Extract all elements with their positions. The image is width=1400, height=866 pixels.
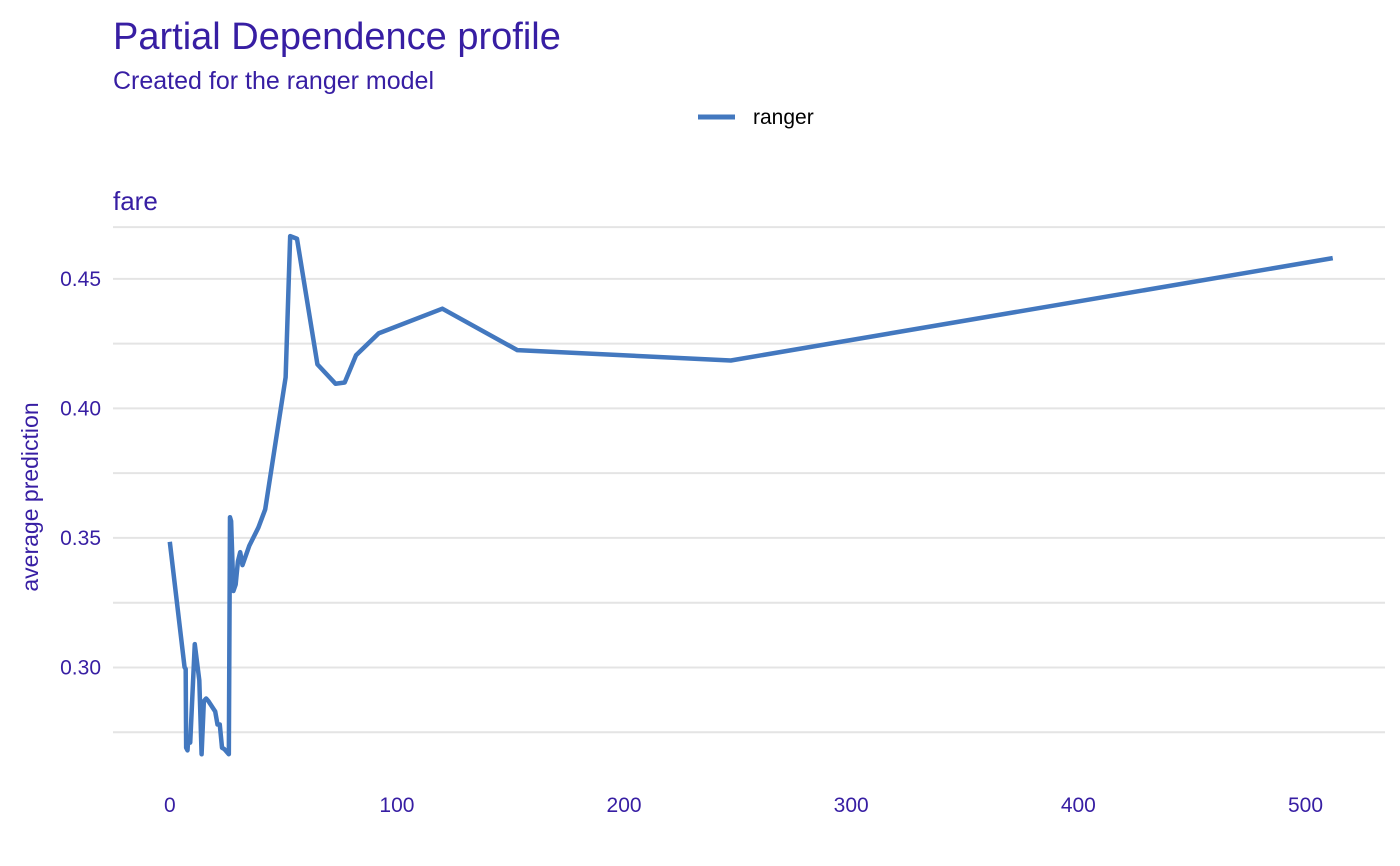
series-layer [167, 233, 1334, 757]
chart-subtitle: Created for the ranger model [113, 67, 434, 95]
x-tick-label: 500 [1288, 794, 1323, 817]
facet-label: fare [113, 186, 158, 216]
y-tick-label: 0.30 [60, 656, 101, 679]
x-tick-label: 0 [164, 794, 176, 817]
y-tick-label: 0.45 [60, 268, 101, 291]
series-line-ranger [167, 233, 1334, 757]
legend-label-ranger: ranger [753, 106, 814, 129]
grid [113, 226, 1385, 734]
x-tick-label: 400 [1061, 794, 1096, 817]
x-axis-ticks: 0 100 200 300 400 500 [164, 794, 1323, 817]
x-tick-label: 300 [834, 794, 869, 817]
legend: ranger [698, 106, 814, 129]
y-axis-title: average prediction [17, 402, 43, 591]
x-tick-label: 200 [607, 794, 642, 817]
y-axis-ticks: 0.30 0.35 0.40 0.45 [60, 268, 101, 680]
y-tick-label: 0.40 [60, 397, 101, 420]
x-tick-label: 100 [379, 794, 414, 817]
chart-title: Partial Dependence profile [113, 16, 561, 58]
y-tick-label: 0.35 [60, 527, 101, 550]
